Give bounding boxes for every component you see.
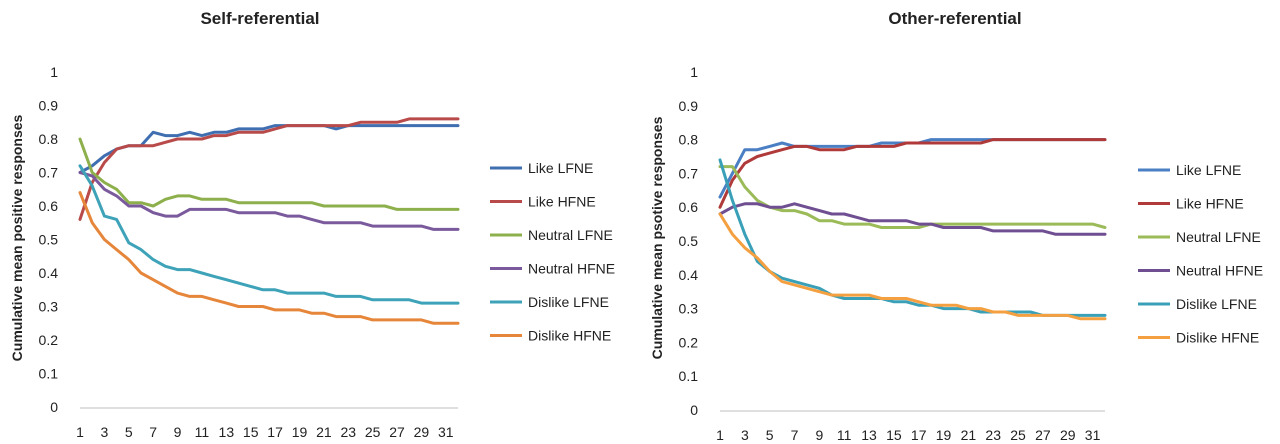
legend: Like LFNE Like HFNE Neutral LFNE Neutral HF… xyxy=(490,160,615,344)
y-tick-label: 0.2 xyxy=(39,332,59,348)
x-tick-label: 5 xyxy=(766,427,774,443)
y-tick-label: 0.7 xyxy=(679,165,699,181)
axes: 00.10.20.30.40.50.60.70.80.911 3 5 7 9 11 13 15… xyxy=(679,64,1105,443)
series-line-dislike-hfne xyxy=(78,191,460,325)
other-referential-chart: Other-referential Cumulative mean psotiv… xyxy=(649,9,1263,443)
y-axis-label: Cumulative mean positive responses xyxy=(9,114,25,361)
y-tick-label: 0.8 xyxy=(679,132,699,148)
x-tick-label: 3 xyxy=(741,427,749,443)
legend-label: Like HFNE xyxy=(528,194,596,210)
series-line-like-hfne xyxy=(78,117,460,221)
legend-label: Like HFNE xyxy=(1176,196,1244,212)
y-tick-label: 0.4 xyxy=(39,265,59,281)
series-line-neutral-lfne xyxy=(718,165,1107,229)
x-tick-label: 17 xyxy=(911,427,927,443)
series-line-dislike-lfne xyxy=(718,158,1107,317)
legend-label: Neutral HFNE xyxy=(528,261,615,277)
legend: Like LFNE Like HFNE Neutral LFNE Neutral HF… xyxy=(1138,162,1263,346)
x-tick-label: 25 xyxy=(365,424,381,440)
y-tick-label: 1 xyxy=(690,64,698,80)
x-tick-label: 13 xyxy=(861,427,877,443)
x-tick-label: 31 xyxy=(438,424,454,440)
x-tick-label: 21 xyxy=(961,427,977,443)
series-line-neutral-hfne xyxy=(78,171,460,231)
series-line-dislike-hfne xyxy=(718,212,1107,321)
y-tick-label: 0.8 xyxy=(39,131,59,147)
x-tick-label: 25 xyxy=(1010,427,1026,443)
legend-label: Neutral LFNE xyxy=(1176,229,1261,245)
y-tick-label: 0.3 xyxy=(39,299,59,315)
x-tick-label: 23 xyxy=(985,427,1001,443)
x-tick-label: 29 xyxy=(414,424,430,440)
x-tick-label: 9 xyxy=(174,424,182,440)
y-tick-label: 0.2 xyxy=(679,334,699,350)
x-tick-label: 19 xyxy=(936,427,952,443)
y-tick-label: 0.3 xyxy=(679,301,699,317)
legend-label: Dislike LFNE xyxy=(1176,296,1257,312)
self-referential-chart: Self-referential Cumulative mean positiv… xyxy=(9,9,615,440)
y-tick-label: 0.6 xyxy=(39,198,59,214)
y-tick-label: 0.5 xyxy=(39,232,59,248)
y-tick-label: 0 xyxy=(690,402,698,418)
legend-label: Dislike HFNE xyxy=(528,328,611,344)
series-line-like-lfne xyxy=(78,124,460,174)
x-tick-label: 5 xyxy=(125,424,133,440)
legend-label: Neutral LFNE xyxy=(528,227,613,243)
x-tick-label: 7 xyxy=(149,424,157,440)
x-tick-label: 23 xyxy=(340,424,356,440)
x-tick-label: 17 xyxy=(267,424,283,440)
x-tick-label: 7 xyxy=(791,427,799,443)
series-line-like-lfne xyxy=(718,138,1107,199)
series-line-neutral-hfne xyxy=(718,202,1107,236)
y-axis-label: Cumulative mean psotive responses xyxy=(649,116,665,359)
x-tick-label: 19 xyxy=(292,424,308,440)
x-tick-label: 13 xyxy=(219,424,235,440)
x-tick-label: 21 xyxy=(316,424,332,440)
y-tick-label: 0.9 xyxy=(679,98,699,114)
x-tick-label: 27 xyxy=(1035,427,1051,443)
legend-label: Dislike HFNE xyxy=(1176,330,1259,346)
x-tick-label: 1 xyxy=(76,424,84,440)
x-tick-label: 15 xyxy=(243,424,259,440)
series-line-like-hfne xyxy=(718,138,1107,209)
x-tick-label: 31 xyxy=(1085,427,1101,443)
y-tick-label: 0 xyxy=(50,399,58,415)
x-tick-label: 11 xyxy=(195,424,210,440)
y-tick-label: 0.9 xyxy=(39,98,59,114)
x-tick-label: 9 xyxy=(815,427,823,443)
y-tick-label: 0.1 xyxy=(39,366,59,382)
legend-label: Like LFNE xyxy=(528,160,593,176)
chart-title: Other-referential xyxy=(888,9,1021,28)
x-tick-label: 29 xyxy=(1060,427,1076,443)
series-line-dislike-lfne xyxy=(78,164,460,305)
legend-label: Neutral HFNE xyxy=(1176,263,1263,279)
series-lines xyxy=(718,138,1107,321)
y-tick-label: 0.7 xyxy=(39,165,59,181)
series-line-neutral-lfne xyxy=(78,137,460,211)
x-tick-label: 3 xyxy=(100,424,108,440)
chart-title: Self-referential xyxy=(200,9,319,28)
legend-label: Dislike LFNE xyxy=(528,294,609,310)
y-tick-label: 1 xyxy=(50,64,58,80)
x-tick-label: 15 xyxy=(886,427,902,443)
axes: 00.10.20.30.40.50.60.70.80.911 3 5 7 9 11 13 15… xyxy=(39,64,458,440)
y-tick-label: 0.5 xyxy=(679,233,699,249)
x-tick-label: 27 xyxy=(389,424,405,440)
y-tick-label: 0.4 xyxy=(679,267,699,283)
series-lines xyxy=(78,117,460,325)
y-tick-label: 0.1 xyxy=(679,368,699,384)
y-tick-label: 0.6 xyxy=(679,199,699,215)
x-tick-label: 11 xyxy=(837,427,852,443)
x-tick-label: 1 xyxy=(716,427,724,443)
legend-label: Like LFNE xyxy=(1176,162,1241,178)
